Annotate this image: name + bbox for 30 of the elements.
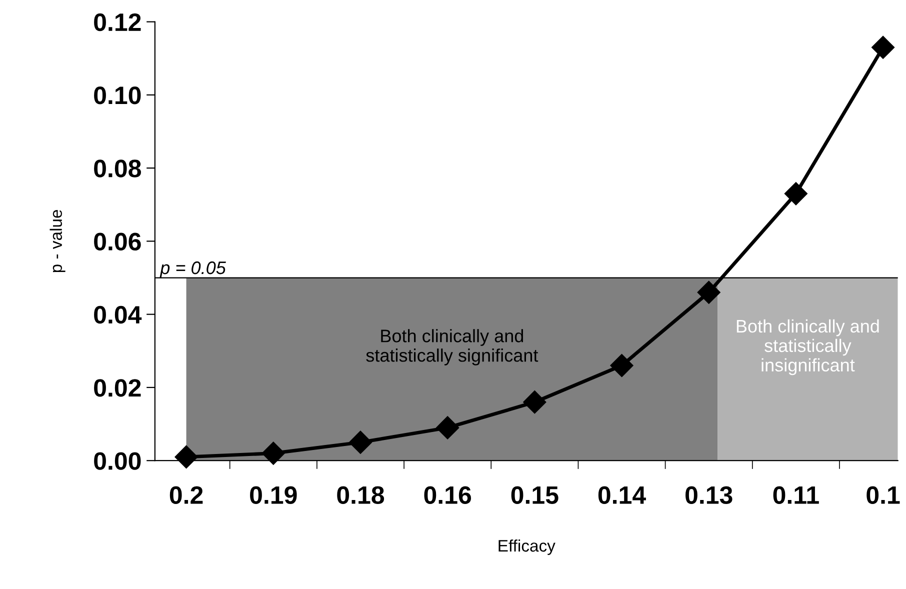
- x-tick-label: 0.19: [250, 486, 297, 504]
- point: [523, 390, 546, 414]
- y-tick-label: 0.04: [94, 306, 142, 324]
- y-tick-label: 0.00: [94, 452, 141, 470]
- x-tick-label: 0.1: [866, 486, 900, 504]
- point: [872, 36, 895, 59]
- ref-line-label: p = 0.05: [160, 261, 226, 278]
- x-tick-label: 0.15: [511, 486, 558, 504]
- y-tick-label: 0.10: [94, 86, 141, 104]
- x-tick-label: 0.18: [337, 486, 384, 504]
- y-tick-label: 0.06: [94, 232, 141, 250]
- y-tick-label: 0.02: [94, 379, 141, 397]
- point: [610, 354, 634, 378]
- y-tick-label: 0.12: [94, 13, 141, 32]
- y-tick-label: 0.08: [94, 160, 141, 178]
- band-label: Both clinically and statistically insignificant: [736, 319, 879, 376]
- point: [262, 442, 285, 465]
- point: [697, 280, 720, 304]
- point: [348, 430, 372, 454]
- x-tick-label: 0.14: [598, 486, 646, 504]
- x-tick-label: 0.2: [170, 486, 203, 504]
- x-tick-label: 0.11: [773, 486, 819, 504]
- y-axis-title: p - value: [50, 210, 66, 272]
- point: [174, 445, 198, 468]
- x-axis-title: Efficacy: [498, 539, 556, 555]
- x-tick-label: 0.16: [424, 486, 471, 504]
- point: [436, 416, 460, 440]
- point: [784, 182, 808, 206]
- x-tick-label: 0.13: [686, 486, 732, 504]
- band-label: Both clinically and statistically significant: [366, 329, 538, 366]
